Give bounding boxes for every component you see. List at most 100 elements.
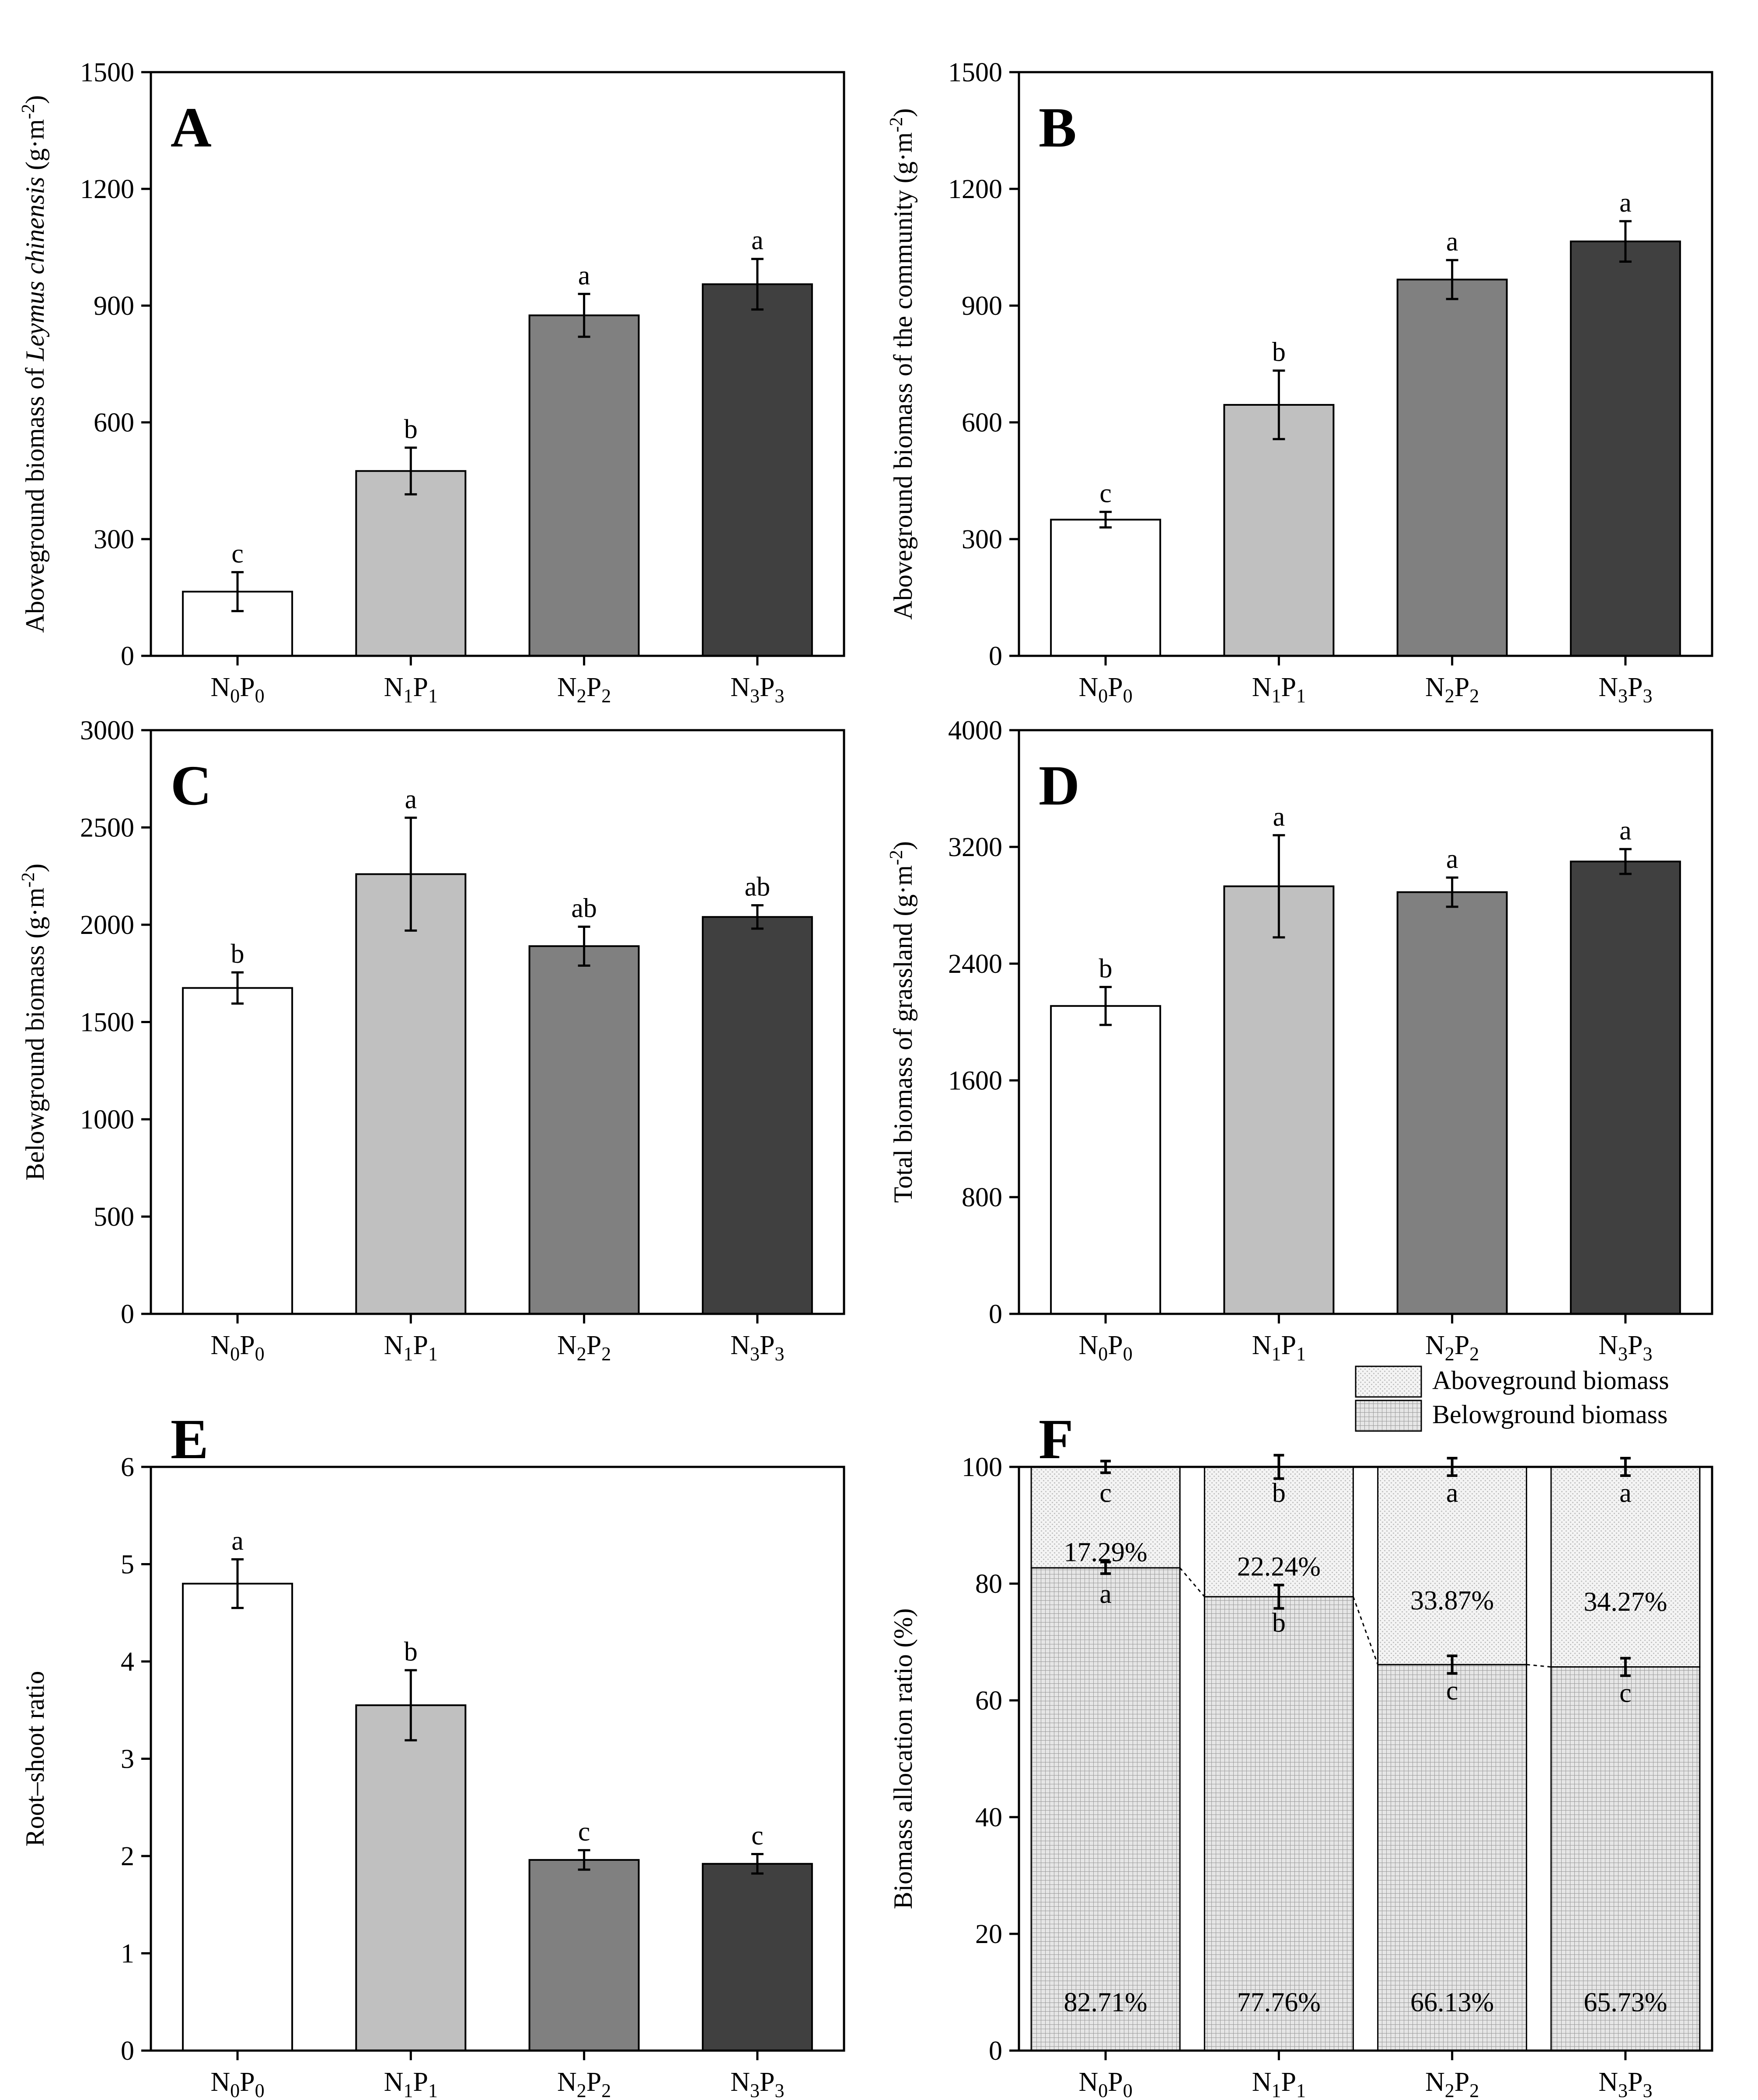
error-bar-belowground — [1273, 1584, 1284, 1610]
y-tick-label: 4000 — [948, 716, 1002, 745]
error-bar — [1619, 848, 1632, 875]
error-bar — [231, 571, 244, 613]
bar-N1P1 — [1223, 404, 1335, 657]
x-tick-label: N1P1 — [384, 1330, 438, 1365]
y-tick-label: 1 — [121, 1939, 134, 1969]
y-tick-label: 0 — [989, 2036, 1002, 2066]
significance-letter: a — [1619, 816, 1632, 846]
bar-N3P3 — [701, 1863, 813, 2051]
panel-letter: E — [171, 1408, 209, 1471]
significance-letter: c — [231, 539, 244, 569]
y-tick-label: 40 — [975, 1803, 1002, 1832]
panel-letter: C — [171, 754, 212, 817]
panel-letter: D — [1039, 754, 1080, 817]
y-tick-label: 300 — [962, 525, 1002, 554]
connector-line — [1179, 1567, 1205, 1597]
bar-N2P2 — [528, 1859, 640, 2051]
error-bar — [578, 1849, 590, 1871]
significance-letter-belowground: b — [1272, 1608, 1286, 1638]
bar-N3P3 — [1570, 860, 1681, 1315]
x-tick-label: N0P0 — [1078, 2067, 1132, 2100]
bar-N0P0 — [182, 1583, 293, 2051]
bar-N1P1 — [355, 470, 467, 657]
significance-letter: b — [231, 939, 244, 969]
y-tick-label: 300 — [94, 525, 134, 554]
x-tick-label: N0P0 — [1078, 672, 1132, 707]
panel-f: c a 17.29% 82.71% b b 22.24% 77.76% a c 33.87% 66.1… — [889, 1365, 1713, 2100]
connector-line — [1526, 1664, 1552, 1668]
y-tick-label: 80 — [975, 1569, 1002, 1599]
plot-frame — [1018, 71, 1713, 657]
significance-letter: b — [404, 1637, 418, 1667]
y-tick-label: 2500 — [80, 813, 134, 843]
error-bar — [231, 971, 244, 1005]
y-tick-label: 0 — [121, 2036, 134, 2066]
significance-letter: b — [1272, 338, 1286, 367]
connector-line — [1352, 1596, 1379, 1665]
y-tick-label: 20 — [975, 1919, 1002, 1949]
panel-e: a b c c 0 1 2 3 4 5 6 N0P0 N1P1 N2P2 N3P3 E Root–shoot r… — [21, 1408, 845, 2100]
error-bar — [1099, 511, 1112, 529]
panel-b: c b a a 0 300 600 900 1200 1500 N0P0 N1P1 N2P2 N3P3 B A… — [886, 58, 1713, 707]
plot-frame — [1018, 729, 1713, 1315]
bar-aboveground-N0P0 — [1030, 1466, 1181, 1569]
y-tick-label: 600 — [962, 408, 1002, 438]
significance-letter: a — [1273, 802, 1285, 832]
y-tick-label: 600 — [94, 408, 134, 438]
error-bar — [405, 446, 417, 496]
panel-letter: A — [171, 96, 212, 159]
x-tick-label: N0P0 — [210, 672, 264, 707]
error-bar — [578, 925, 590, 967]
bar-belowground-N1P1 — [1203, 1596, 1354, 2051]
significance-letter: c — [578, 1817, 590, 1847]
x-tick-label: N0P0 — [210, 1330, 264, 1365]
y-tick-label: 2 — [121, 1842, 134, 1871]
y-tick-label: 1500 — [80, 1008, 134, 1038]
bar-N1P1 — [355, 1704, 467, 2051]
error-bar — [751, 258, 764, 311]
y-tick-label: 60 — [975, 1686, 1002, 1716]
bar-belowground-N3P3 — [1550, 1666, 1701, 2051]
x-tick-label: N1P1 — [1252, 672, 1306, 707]
y-tick-label: 100 — [962, 1452, 1002, 1482]
y-tick-label: 6 — [121, 1452, 134, 1482]
y-tick-label: 800 — [962, 1183, 1002, 1212]
significance-letter: c — [751, 1821, 764, 1851]
y-tick-label: 1000 — [80, 1105, 134, 1135]
panel-d: b a a a 0 800 1600 2400 3200 4000 N0P0 N1P1 N2P2 N3P3… — [886, 716, 1713, 1365]
bar-N2P2 — [1396, 279, 1508, 657]
legend-label: Aboveground biomass — [1432, 1366, 1669, 1395]
bar-aboveground-N1P1 — [1203, 1466, 1354, 1598]
percent-label-belowground: 65.73% — [1584, 1988, 1667, 2017]
significance-letter-belowground: c — [1446, 1676, 1458, 1706]
bar-N1P1 — [1223, 885, 1335, 1315]
y-tick-label: 3200 — [948, 832, 1002, 862]
y-tick-label: 0 — [989, 1299, 1002, 1329]
percent-label-belowground: 77.76% — [1237, 1988, 1321, 2017]
x-tick-label: N3P3 — [1598, 672, 1652, 707]
x-tick-label: N1P1 — [1252, 1330, 1306, 1365]
bar-N0P0 — [1050, 519, 1162, 657]
bar-N3P3 — [701, 916, 813, 1315]
significance-letter: c — [1099, 479, 1112, 508]
significance-letter: a — [751, 226, 764, 255]
error-bar — [1273, 369, 1285, 440]
y-tick-label: 4 — [121, 1647, 134, 1677]
x-tick-label: N2P2 — [557, 2067, 611, 2100]
plot-frame — [150, 71, 845, 657]
x-tick-label: N2P2 — [1425, 672, 1479, 707]
y-tick-label: 2000 — [80, 910, 134, 940]
error-bar — [1446, 876, 1458, 908]
panel-letter: B — [1039, 96, 1077, 159]
error-bar — [751, 1853, 764, 1875]
y-tick-label: 0 — [121, 641, 134, 671]
x-tick-label: N1P1 — [1252, 2067, 1306, 2100]
percent-label-belowground: 66.13% — [1410, 1988, 1494, 2017]
percent-label-aboveground: 33.87% — [1410, 1586, 1494, 1616]
significance-letter-aboveground: a — [1446, 1478, 1458, 1508]
x-tick-label: N2P2 — [1425, 1330, 1479, 1365]
bar-aboveground-N2P2 — [1377, 1466, 1528, 1665]
percent-label-aboveground: 22.24% — [1237, 1552, 1321, 1581]
significance-letter-aboveground: b — [1272, 1478, 1286, 1508]
x-tick-label: N3P3 — [730, 672, 784, 707]
